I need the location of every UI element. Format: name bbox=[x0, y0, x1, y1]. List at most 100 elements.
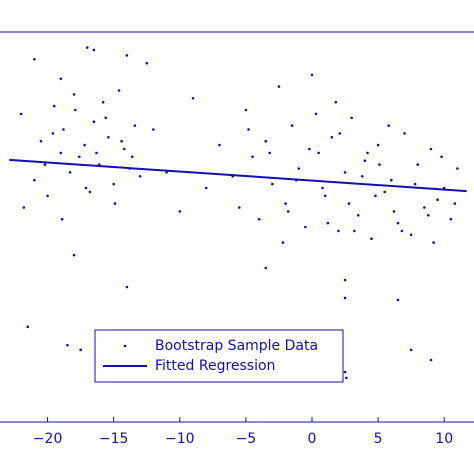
point bbox=[112, 182, 115, 186]
point bbox=[122, 147, 126, 151]
regression-line bbox=[9, 158, 467, 193]
point bbox=[396, 221, 400, 225]
point bbox=[308, 147, 311, 151]
point bbox=[423, 206, 426, 209]
point bbox=[104, 116, 108, 120]
point bbox=[125, 54, 129, 57]
point bbox=[449, 217, 453, 221]
point bbox=[133, 124, 137, 127]
point bbox=[343, 370, 347, 374]
point bbox=[79, 348, 82, 352]
point bbox=[165, 171, 168, 174]
point bbox=[396, 298, 400, 302]
point bbox=[413, 182, 417, 186]
point bbox=[257, 217, 261, 221]
point bbox=[92, 48, 96, 52]
point bbox=[52, 104, 56, 108]
point bbox=[46, 194, 49, 198]
point bbox=[360, 175, 364, 178]
point bbox=[432, 241, 435, 244]
x-tick-label: −10 bbox=[165, 431, 195, 447]
point bbox=[74, 108, 77, 112]
point bbox=[43, 163, 47, 166]
x-tick-label: −20 bbox=[33, 431, 63, 447]
point bbox=[178, 210, 182, 213]
point bbox=[59, 151, 63, 155]
point bbox=[290, 124, 294, 127]
point bbox=[26, 325, 30, 329]
point bbox=[264, 139, 268, 143]
point bbox=[19, 112, 23, 116]
point bbox=[343, 296, 347, 300]
point bbox=[366, 151, 369, 155]
point bbox=[350, 116, 353, 120]
point bbox=[304, 225, 307, 229]
point bbox=[347, 202, 351, 205]
point bbox=[117, 89, 121, 92]
point bbox=[281, 241, 285, 244]
point bbox=[33, 58, 36, 61]
point bbox=[314, 112, 318, 116]
point bbox=[72, 93, 76, 96]
point bbox=[68, 171, 72, 174]
point bbox=[337, 229, 340, 233]
point bbox=[356, 214, 360, 217]
legend-label: Bootstrap Sample Data bbox=[155, 338, 318, 354]
x-tick-label: −15 bbox=[99, 431, 129, 447]
point bbox=[101, 100, 105, 104]
point bbox=[378, 163, 381, 166]
point bbox=[363, 159, 367, 162]
point bbox=[251, 155, 254, 159]
point bbox=[244, 108, 248, 112]
point bbox=[60, 217, 64, 221]
point bbox=[334, 100, 338, 104]
point bbox=[330, 136, 334, 139]
x-tick-label: 0 bbox=[308, 431, 317, 447]
point bbox=[247, 128, 250, 131]
point bbox=[271, 182, 274, 186]
point bbox=[72, 253, 76, 257]
point bbox=[323, 194, 327, 198]
point bbox=[120, 139, 123, 143]
point bbox=[125, 285, 129, 289]
point bbox=[284, 202, 287, 205]
point bbox=[409, 348, 413, 352]
point bbox=[22, 206, 26, 209]
point bbox=[416, 163, 420, 166]
point bbox=[338, 132, 342, 135]
point bbox=[59, 77, 63, 81]
point bbox=[370, 237, 373, 240]
point bbox=[409, 233, 413, 237]
point bbox=[85, 46, 89, 49]
point bbox=[39, 139, 43, 143]
point bbox=[277, 85, 281, 88]
point bbox=[138, 175, 142, 178]
point bbox=[429, 358, 433, 362]
point bbox=[51, 132, 55, 135]
x-tick-label: 5 bbox=[374, 431, 383, 447]
point bbox=[456, 167, 459, 170]
point bbox=[429, 147, 433, 151]
point bbox=[376, 143, 380, 147]
point bbox=[383, 190, 387, 194]
legend-marker bbox=[123, 344, 127, 348]
point bbox=[88, 190, 92, 194]
point bbox=[326, 221, 330, 225]
point bbox=[310, 73, 314, 77]
point bbox=[343, 278, 347, 282]
point bbox=[353, 229, 356, 233]
point bbox=[218, 143, 221, 147]
point bbox=[33, 178, 36, 182]
point bbox=[145, 61, 149, 65]
point bbox=[297, 167, 301, 170]
legend-box bbox=[94, 329, 344, 383]
point bbox=[374, 194, 377, 198]
point bbox=[392, 210, 396, 213]
point bbox=[92, 120, 96, 123]
x-tick-label: 10 bbox=[435, 431, 453, 447]
point bbox=[204, 186, 208, 190]
point bbox=[83, 143, 86, 147]
point bbox=[403, 132, 406, 135]
point bbox=[107, 136, 110, 139]
